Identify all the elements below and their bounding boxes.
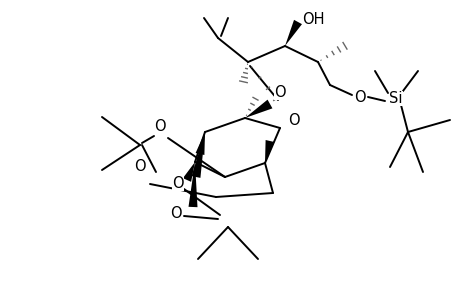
- Text: OH: OH: [301, 11, 324, 26]
- Text: Si: Si: [388, 91, 402, 106]
- Text: O: O: [287, 112, 299, 128]
- Text: O: O: [170, 206, 181, 221]
- Polygon shape: [195, 132, 205, 155]
- Polygon shape: [245, 100, 272, 118]
- Polygon shape: [264, 140, 274, 163]
- Text: O: O: [353, 89, 365, 104]
- Polygon shape: [285, 20, 301, 46]
- Text: O: O: [134, 158, 146, 173]
- Text: O: O: [274, 85, 285, 100]
- Polygon shape: [183, 162, 195, 182]
- Polygon shape: [191, 132, 205, 178]
- Text: O: O: [172, 176, 184, 190]
- Text: O: O: [154, 118, 165, 134]
- Polygon shape: [188, 162, 197, 207]
